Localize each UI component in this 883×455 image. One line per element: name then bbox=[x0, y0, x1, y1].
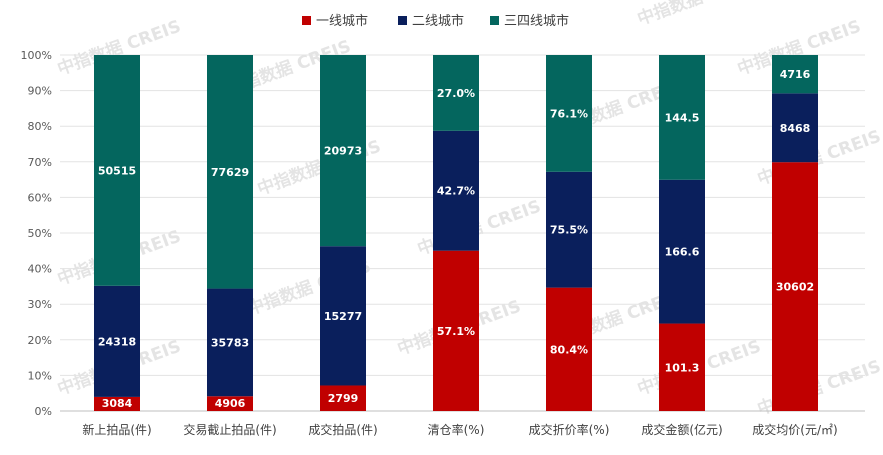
y-tick-label: 0% bbox=[35, 405, 52, 418]
bar-segment bbox=[546, 55, 592, 172]
y-tick-label: 70% bbox=[28, 156, 52, 169]
data-label: 101.3 bbox=[665, 361, 700, 374]
bar-segment bbox=[659, 55, 705, 180]
data-label: 76.1% bbox=[550, 107, 588, 120]
data-label: 80.4% bbox=[550, 343, 588, 356]
data-label: 27.0% bbox=[437, 87, 475, 100]
x-tick-label: 新上拍品(件) bbox=[82, 422, 151, 437]
data-label: 2799 bbox=[328, 392, 359, 405]
bars: 3084 24318 50515 4906 35783 77629 2799 15277 209… bbox=[94, 55, 818, 411]
y-tick-label: 30% bbox=[28, 298, 52, 311]
bar-segment bbox=[320, 55, 366, 247]
bar-segment bbox=[207, 396, 253, 411]
bar-segment bbox=[207, 55, 253, 289]
bar-segment bbox=[659, 323, 705, 411]
bar-segment bbox=[433, 55, 479, 131]
x-tick-label: 成交拍品(件) bbox=[308, 422, 377, 437]
bar-segment bbox=[772, 93, 818, 163]
legend-label: 一线城市 bbox=[316, 13, 368, 29]
bar-segment bbox=[207, 288, 253, 397]
data-label: 75.5% bbox=[550, 224, 588, 237]
data-label: 57.1% bbox=[437, 325, 475, 338]
legend-swatch bbox=[490, 16, 499, 25]
bar-segment bbox=[546, 287, 592, 411]
legend-swatch bbox=[398, 16, 407, 25]
x-tick-label: 成交金额(亿元) bbox=[641, 422, 722, 437]
data-label: 30602 bbox=[776, 281, 814, 294]
data-label: 35783 bbox=[211, 336, 249, 349]
y-tick-label: 40% bbox=[28, 263, 52, 276]
bar-segment bbox=[772, 55, 818, 94]
data-label: 15277 bbox=[324, 310, 362, 323]
data-label: 4716 bbox=[780, 68, 811, 81]
y-tick-label: 50% bbox=[28, 227, 52, 240]
bar-segment bbox=[772, 162, 818, 411]
data-label: 166.6 bbox=[665, 246, 700, 259]
data-label: 24318 bbox=[98, 335, 136, 348]
bar-segment bbox=[659, 179, 705, 324]
data-label: 8468 bbox=[780, 122, 811, 135]
legend-label: 二线城市 bbox=[412, 13, 464, 29]
x-tick-label: 交易截止拍品(件) bbox=[183, 422, 276, 437]
data-label: 20973 bbox=[324, 145, 362, 158]
bar-segment bbox=[433, 250, 479, 411]
legend-label: 三四线城市 bbox=[504, 13, 569, 29]
y-tick-label: 80% bbox=[28, 120, 52, 133]
y-tick-label: 60% bbox=[28, 191, 52, 204]
watermark-text: 中指数据 CREIS bbox=[635, 0, 764, 30]
data-label: 3084 bbox=[102, 397, 133, 410]
bar-segment bbox=[320, 246, 366, 386]
y-tick-label: 90% bbox=[28, 85, 52, 98]
y-axis: 0% 10% 20% 30% 40% 50% 60% 70% 80% 90% 100% bbox=[21, 49, 52, 418]
bar-segment bbox=[94, 55, 140, 286]
data-label: 42.7% bbox=[437, 185, 475, 198]
bar-segment bbox=[320, 385, 366, 411]
legend: 一线城市 二线城市 三四线城市 bbox=[302, 13, 569, 29]
legend-swatch bbox=[302, 16, 311, 25]
x-tick-label: 成交折价率(%) bbox=[529, 422, 610, 437]
y-tick-label: 20% bbox=[28, 334, 52, 347]
bar-segment bbox=[94, 285, 140, 397]
data-label: 50515 bbox=[98, 164, 136, 177]
y-tick-label: 10% bbox=[28, 369, 52, 382]
data-label: 77629 bbox=[211, 166, 249, 179]
x-tick-label: 成交均价(元/㎡) bbox=[752, 422, 837, 437]
y-tick-label: 100% bbox=[21, 49, 52, 62]
x-axis: 新上拍品(件) 交易截止拍品(件) 成交拍品(件) 清仓率(%) 成交折价率(%) 成交金… bbox=[82, 422, 837, 437]
bar-segment bbox=[94, 396, 140, 411]
x-tick-label: 清仓率(%) bbox=[428, 422, 485, 437]
bar-segment bbox=[433, 130, 479, 251]
data-label: 4906 bbox=[215, 397, 246, 410]
data-label: 144.5 bbox=[665, 111, 700, 124]
bar-segment bbox=[546, 171, 592, 288]
